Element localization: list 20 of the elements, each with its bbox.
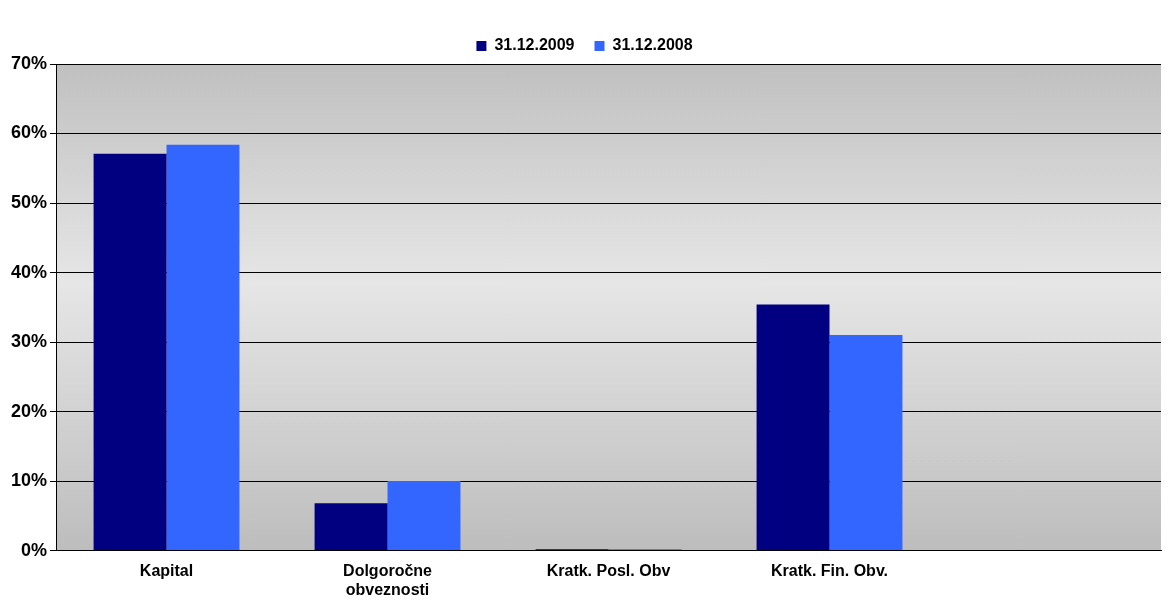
y-tick-label: 0% xyxy=(21,539,48,560)
legend-label: 31.12.2009 xyxy=(494,36,575,54)
x-tick-label: Kratk. Fin. Obv. xyxy=(770,561,889,579)
y-tick-label: 70% xyxy=(11,52,48,73)
y-tick-label: 20% xyxy=(11,400,48,421)
y-tick-label: 30% xyxy=(11,331,48,352)
legend-label: 31.12.2008 xyxy=(612,36,693,54)
bar xyxy=(756,304,830,551)
y-tick-label: 40% xyxy=(11,261,48,282)
x-tick-label: Kapital xyxy=(139,561,194,579)
x-tick-label: Kratk. Posl. Obv xyxy=(546,561,671,579)
bar xyxy=(166,144,240,551)
y-tick-label: 50% xyxy=(11,192,48,212)
bar xyxy=(93,153,167,551)
bar xyxy=(829,335,903,551)
y-tick-label: 10% xyxy=(11,470,48,491)
bar xyxy=(387,481,461,551)
x-tick-label: Dolgoročne obveznosti xyxy=(343,561,433,598)
bar xyxy=(314,503,388,551)
y-tick-label: 60% xyxy=(11,122,48,143)
